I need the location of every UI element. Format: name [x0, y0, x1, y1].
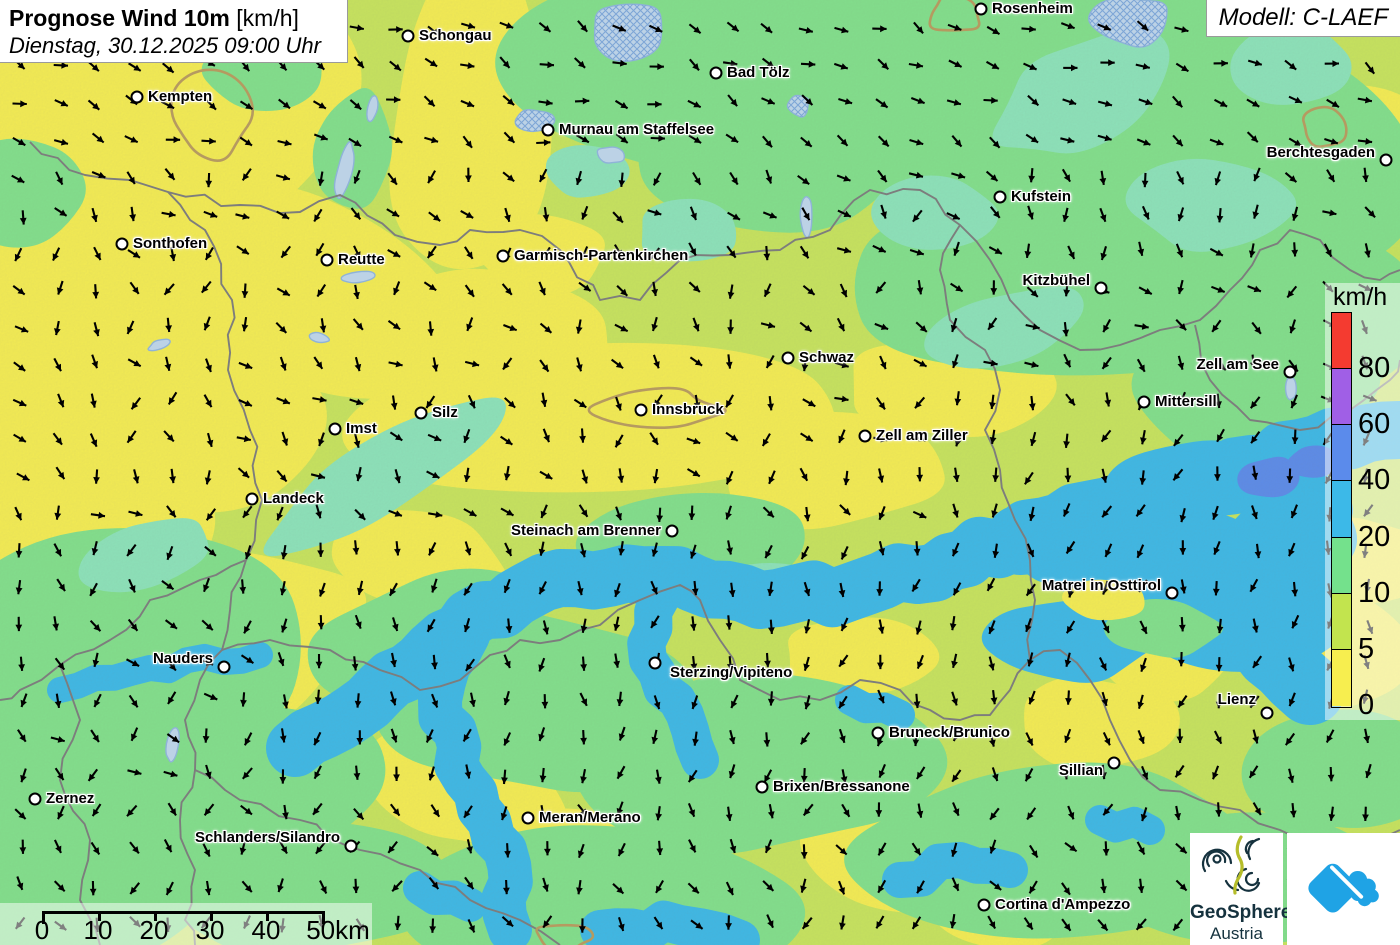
border-line [0, 559, 247, 701]
lake [308, 331, 331, 344]
contour-lines-icon [1201, 835, 1261, 895]
scale-label: 10 [83, 915, 113, 945]
lake [340, 270, 376, 284]
geosphere-logo-box: GeoSphere Austria [1190, 833, 1292, 945]
border-line [221, 584, 1400, 851]
scale-label: 20 [139, 915, 169, 945]
forecast-title-main: Prognose Wind 10m [9, 5, 230, 31]
forecast-title: Prognose Wind 10m [km/h] [9, 4, 338, 33]
legend-swatch-80 [1332, 313, 1351, 370]
lake [366, 95, 379, 123]
border-line [167, 187, 1400, 351]
legend-value: 0 [1358, 689, 1375, 721]
border-line [939, 224, 1031, 561]
app-logo-box [1287, 833, 1400, 945]
legend-value: 5 [1358, 632, 1375, 665]
legend-value: 20 [1358, 520, 1391, 553]
legend-swatch-60 [1332, 369, 1351, 426]
legend-value: 60 [1358, 408, 1391, 441]
forecast-datetime: Dienstag, 30.12.2025 09:00 Uhr [9, 33, 321, 58]
border-line [29, 141, 263, 945]
scale-tick [322, 911, 325, 924]
forecast-title-box: Prognose Wind 10m [km/h] Dienstag, 30.12… [0, 0, 348, 63]
scale-tick [154, 911, 157, 921]
legend-swatch-10 [1332, 537, 1351, 594]
forecast-title-unit: [km/h] [229, 5, 299, 31]
border-line [1026, 559, 1036, 661]
scale-label: 0 [34, 915, 50, 945]
scale-tick [98, 911, 101, 921]
legend-unit-label: km/h [1333, 283, 1388, 311]
legend-swatch-20 [1332, 481, 1351, 538]
lake [147, 338, 171, 352]
wind-speed-legend: km/h 80 60 40 20 10 5 0 [1325, 283, 1400, 720]
lake [596, 146, 626, 164]
country-borders-layer [0, 141, 1400, 945]
model-label: Modell: C-LAEF [1218, 4, 1388, 31]
border-line [194, 769, 561, 945]
town-boundary [1301, 105, 1348, 148]
lake [1284, 375, 1297, 401]
legend-swatch-0 [1332, 649, 1351, 706]
scale-tick [42, 911, 45, 924]
town-boundary [170, 68, 255, 162]
scale-label: 30 [195, 915, 225, 945]
map-scale-bar: 0 10 20 30 40 50km [0, 903, 372, 945]
lake [333, 141, 355, 200]
scale-label: 50km [306, 915, 370, 945]
legend-swatch-40 [1332, 425, 1351, 482]
scale-label: 40 [251, 915, 281, 945]
legend-value: 80 [1358, 352, 1391, 385]
wind-arrows [11, 20, 1377, 933]
geosphere-country: Austria [1210, 924, 1263, 943]
scale-tick [210, 911, 213, 921]
scale-bar-line [42, 911, 323, 914]
geosphere-org-name: GeoSphere [1190, 902, 1292, 923]
legend-swatch-5 [1332, 593, 1351, 650]
legend-colorbar [1331, 312, 1352, 708]
model-box: Modell: C-LAEF [1205, 0, 1400, 37]
mountain-cloud-icon [1307, 863, 1379, 913]
legend-value: 40 [1358, 464, 1391, 497]
lakes-layer [147, 0, 1297, 763]
legend-value: 10 [1358, 576, 1391, 609]
scale-tick [266, 911, 269, 921]
